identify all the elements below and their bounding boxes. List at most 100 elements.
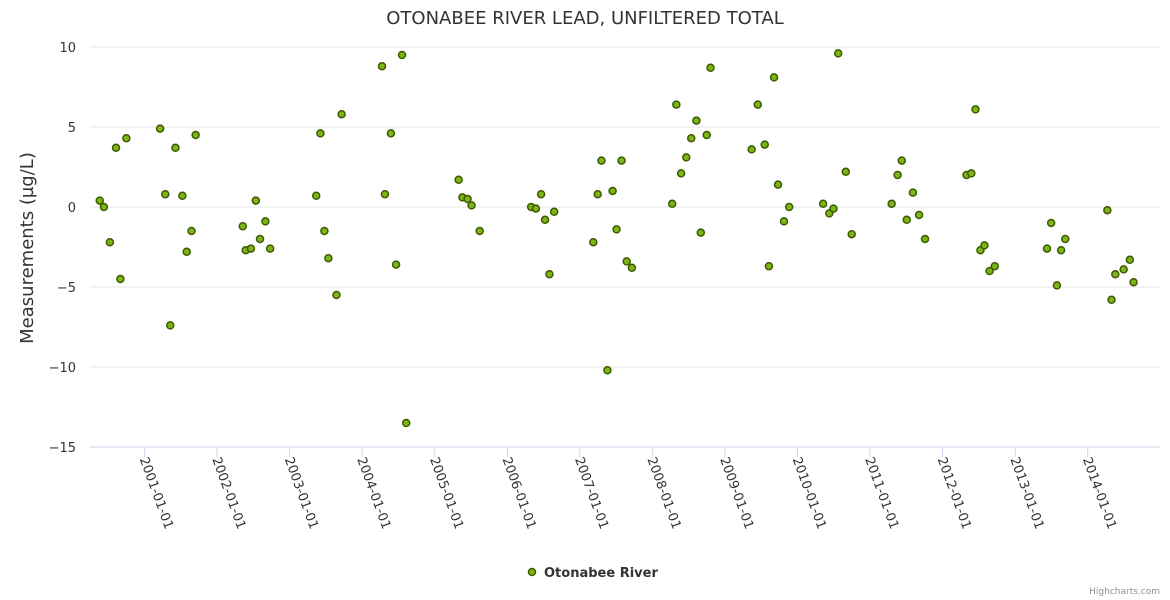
data-point[interactable] (531, 204, 541, 213)
data-point[interactable] (1107, 295, 1116, 305)
data-point[interactable] (540, 215, 550, 225)
data-point[interactable] (401, 418, 411, 428)
data-point[interactable] (769, 73, 779, 82)
credits-link[interactable]: Highcharts.com (1089, 587, 1160, 597)
data-point[interactable] (95, 196, 104, 205)
legend[interactable]: Otonabee River (527, 566, 659, 581)
data-point[interactable] (920, 234, 930, 244)
data-point[interactable] (902, 215, 912, 225)
data-point[interactable] (380, 189, 390, 199)
data-point[interactable] (377, 61, 387, 71)
data-point[interactable] (1119, 265, 1128, 274)
data-point[interactable] (893, 170, 902, 180)
data-point[interactable] (1046, 218, 1056, 228)
data-point[interactable] (764, 261, 774, 271)
data-point[interactable] (597, 156, 606, 165)
data-point[interactable] (593, 189, 602, 199)
data-point[interactable] (475, 226, 484, 236)
data-point[interactable] (320, 226, 329, 236)
data-point[interactable] (463, 194, 472, 204)
data-point[interactable] (122, 133, 131, 143)
x-tick-label: 2009-01-01 (716, 455, 756, 531)
data-point[interactable] (182, 247, 191, 257)
data-point[interactable] (386, 129, 396, 138)
data-point[interactable] (337, 109, 346, 119)
data-point[interactable] (603, 365, 612, 375)
data-point[interactable] (99, 202, 109, 212)
data-point[interactable] (265, 244, 275, 253)
data-point[interactable] (779, 217, 789, 226)
data-point[interactable] (251, 196, 261, 205)
data-point[interactable] (255, 234, 265, 244)
data-point[interactable] (617, 156, 626, 165)
data-point[interactable] (1129, 277, 1138, 287)
data-point[interactable] (887, 199, 896, 209)
data-point[interactable] (847, 229, 856, 239)
data-point[interactable] (833, 49, 843, 58)
data-point[interactable] (311, 191, 321, 201)
legend-label[interactable]: Otonabee River (544, 566, 658, 581)
data-point[interactable] (1125, 255, 1135, 265)
data-point[interactable] (1042, 244, 1052, 253)
data-point[interactable] (980, 241, 989, 250)
data-point[interactable] (536, 189, 546, 199)
data-point[interactable] (612, 225, 621, 234)
data-point[interactable] (246, 244, 256, 253)
data-point[interactable] (105, 237, 115, 247)
y-axis-ticks: 10 5 0 −5 −10 −15 (49, 41, 76, 456)
data-point[interactable] (706, 63, 715, 73)
data-point[interactable] (667, 199, 677, 209)
data-point[interactable] (155, 124, 165, 133)
data-point[interactable] (332, 290, 341, 300)
data-point[interactable] (261, 217, 270, 226)
data-point[interactable] (187, 226, 196, 236)
data-point[interactable] (1111, 269, 1120, 279)
data-point[interactable] (467, 201, 476, 210)
data-point[interactable] (702, 130, 711, 140)
data-point[interactable] (178, 191, 187, 201)
data-point[interactable] (1052, 281, 1062, 290)
data-point[interactable] (1103, 205, 1112, 215)
data-point[interactable] (238, 221, 247, 231)
data-point[interactable] (967, 169, 976, 178)
data-point[interactable] (627, 263, 637, 273)
data-point[interactable] (908, 188, 918, 197)
data-point[interactable] (165, 321, 175, 330)
data-point[interactable] (1056, 245, 1066, 255)
data-point[interactable] (171, 143, 180, 153)
data-point[interactable] (971, 105, 980, 114)
data-point[interactable] (161, 189, 170, 199)
data-point[interactable] (608, 186, 617, 196)
data-point[interactable] (116, 274, 125, 284)
data-point[interactable] (692, 116, 701, 125)
data-point[interactable] (391, 260, 401, 269)
data-point[interactable] (676, 169, 686, 178)
data-point[interactable] (985, 266, 994, 276)
data-point[interactable] (686, 133, 696, 143)
data-point[interactable] (672, 100, 681, 109)
data-point[interactable] (622, 257, 631, 266)
data-point[interactable] (897, 156, 907, 165)
data-point[interactable] (549, 207, 559, 217)
data-point[interactable] (324, 253, 333, 263)
data-point[interactable] (316, 129, 325, 138)
data-point[interactable] (111, 143, 121, 153)
data-point[interactable] (990, 261, 999, 271)
data-point[interactable] (191, 130, 200, 140)
data-point[interactable] (914, 210, 924, 220)
data-point[interactable] (829, 204, 838, 213)
data-point[interactable] (818, 199, 828, 209)
data-point[interactable] (753, 100, 763, 109)
data-point[interactable] (773, 180, 783, 189)
data-point[interactable] (545, 269, 554, 279)
data-point[interactable] (589, 237, 598, 247)
data-point[interactable] (454, 175, 463, 185)
data-point[interactable] (747, 145, 756, 154)
data-point[interactable] (760, 140, 769, 149)
data-point[interactable] (397, 50, 407, 60)
data-point[interactable] (682, 153, 691, 162)
data-point[interactable] (696, 228, 706, 237)
data-point[interactable] (1061, 234, 1070, 244)
data-point[interactable] (841, 167, 851, 177)
data-point[interactable] (784, 202, 794, 212)
